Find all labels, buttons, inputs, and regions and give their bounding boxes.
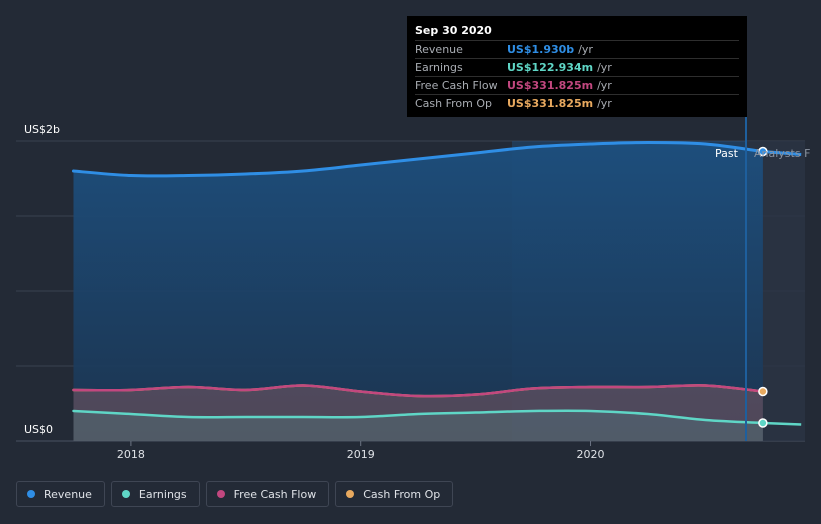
legend-item-revenue[interactable]: Revenue: [16, 481, 105, 507]
tooltip-value: US$331.825m: [507, 78, 594, 92]
tooltip-label: Free Cash Flow: [415, 78, 498, 92]
tooltip-row-free-cash-flow: Free Cash Flow US$331.825m /yr: [415, 76, 739, 94]
revenue-area: [73, 142, 763, 441]
past-label: Past: [715, 147, 739, 160]
cash-from-op-dot-icon: [346, 490, 355, 498]
tooltip: Sep 30 2020 Revenue US$1.930b /yr Earnin…: [407, 16, 747, 117]
tooltip-label: Revenue: [415, 42, 463, 56]
legend-item-free-cash-flow[interactable]: Free Cash Flow: [205, 481, 330, 507]
y-axis-top-label: US$2b: [24, 123, 60, 136]
legend-label: Revenue: [44, 487, 92, 501]
free-cash-flow-dot-icon: [216, 490, 225, 498]
cash-from-op-marker: [758, 386, 768, 397]
y-axis-bottom-label: US$0: [24, 423, 53, 436]
tooltip-unit: /yr: [597, 60, 612, 74]
tooltip-row-earnings: Earnings US$122.934m /yr: [415, 58, 739, 76]
x-tick-label: 2019: [347, 448, 375, 461]
tooltip-value: US$331.825m: [507, 96, 594, 110]
tooltip-row-cash-from-op: Cash From Op US$331.825m /yr: [415, 94, 739, 112]
analysts-forecast-label: Analysts F: [754, 147, 810, 160]
revenue-forecast-line: [762, 150, 802, 156]
x-tick-label: 2020: [577, 448, 605, 461]
tooltip-unit: /yr: [597, 78, 612, 92]
revenue-marker: [758, 146, 768, 157]
tooltip-date: Sep 30 2020: [415, 24, 492, 37]
earnings-area: [73, 410, 763, 441]
revenue-line: [72, 140, 765, 178]
tooltip-label: Cash From Op: [415, 96, 493, 110]
tooltip-value: US$1.930b: [507, 42, 575, 56]
legend-label: Earnings: [138, 487, 187, 501]
tooltip-unit: /yr: [597, 96, 612, 110]
legend-item-earnings[interactable]: Earnings: [110, 481, 200, 507]
tooltip-label: Earnings: [415, 60, 463, 74]
tooltip-row-revenue: Revenue US$1.930b /yr: [415, 40, 739, 58]
legend: Revenue Earnings Free Cash Flow Cash Fro…: [16, 481, 454, 507]
tooltip-unit: /yr: [578, 42, 593, 56]
chart: US$2b US$0 Past Analysts F 2018 2019 2020: [16, 117, 810, 461]
revenue-dot-icon: [27, 490, 35, 498]
legend-label: Free Cash Flow: [233, 487, 317, 501]
free-cash-flow-line: [72, 384, 765, 398]
legend-item-cash-from-op[interactable]: Cash From Op: [335, 481, 454, 507]
earnings-line: [72, 409, 765, 425]
earnings-marker: [758, 418, 768, 428]
earnings-forecast-line: [762, 421, 802, 426]
earnings-dot-icon: [121, 490, 130, 498]
tooltip-value: US$122.934m: [507, 60, 594, 74]
legend-label: Cash From Op: [363, 487, 441, 501]
x-tick-label: 2018: [117, 448, 145, 461]
